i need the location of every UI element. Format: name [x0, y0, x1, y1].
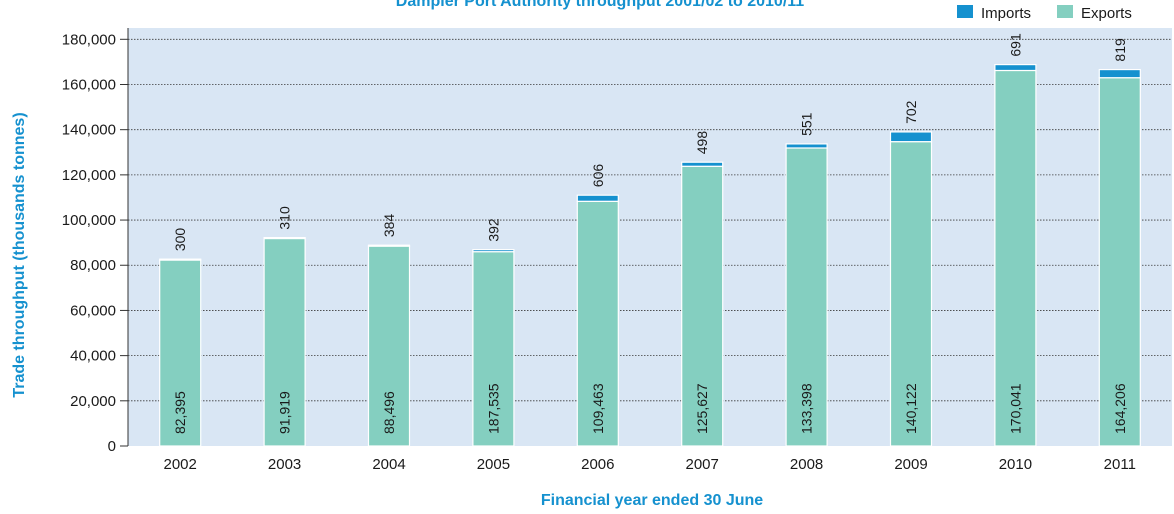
x-tick-label-2007: 2007 — [686, 456, 719, 473]
bar-imports-2011 — [1098, 68, 1141, 79]
bar-exports-2010 — [994, 69, 1037, 447]
data-label-imports-2006: 606 — [590, 164, 606, 188]
data-label-imports-2009: 702 — [903, 100, 919, 124]
legend-swatch-imports — [957, 5, 973, 18]
data-label-imports-2004: 384 — [381, 214, 397, 238]
bar-imports-2004 — [367, 244, 411, 247]
legend-label-imports: Imports — [981, 5, 1031, 22]
data-label-exports-2009: 140,122 — [903, 383, 919, 434]
data-label-exports-2008: 133,398 — [799, 383, 815, 434]
bar-imports-2006 — [576, 194, 619, 202]
bar-imports-2007 — [681, 161, 724, 167]
data-label-exports-2002: 82,395 — [172, 391, 188, 434]
data-label-exports-2007: 125,627 — [694, 383, 710, 434]
x-tick-label-2008: 2008 — [790, 456, 823, 473]
bar-exports-2005 — [472, 251, 515, 447]
data-label-imports-2002: 300 — [172, 228, 188, 252]
data-label-exports-2011: 164,206 — [1112, 383, 1128, 434]
data-label-exports-2003: 91,919 — [277, 391, 293, 434]
x-axis-title: Financial year ended 30 June — [541, 492, 763, 509]
data-label-imports-2007: 498 — [694, 131, 710, 155]
data-label-imports-2011: 819 — [1112, 38, 1128, 62]
x-tick-label-2010: 2010 — [999, 456, 1032, 473]
y-tick-label: 80,000 — [70, 257, 116, 274]
data-label-exports-2005: 187,535 — [485, 383, 501, 434]
y-tick-label: 60,000 — [70, 302, 116, 319]
bar-imports-2005 — [472, 249, 515, 253]
y-axis: 0 20,000 40,000 60,000 80,000 100,000 120,000 1… — [62, 28, 129, 455]
data-label-imports-2005: 392 — [485, 218, 501, 242]
bar-imports-2008 — [785, 143, 828, 149]
legend-swatch-exports — [1057, 5, 1073, 18]
bar-exports-2002 — [159, 259, 202, 447]
bar-imports-2010 — [994, 64, 1037, 72]
legend-label-exports: Exports — [1081, 5, 1132, 22]
data-label-exports-2004: 88,496 — [381, 391, 397, 434]
bar-exports-2009 — [889, 141, 933, 447]
y-tick-label: 0 — [108, 438, 116, 455]
x-tick-label-2003: 2003 — [268, 456, 301, 473]
bar-imports-2009 — [889, 131, 933, 143]
bar-imports-2002 — [159, 258, 202, 261]
x-tick-label-2005: 2005 — [477, 456, 510, 473]
x-tick-label-2004: 2004 — [372, 456, 405, 473]
chart-title: Dampier Port Authority throughput 2001/0… — [396, 0, 804, 10]
bar-exports-2008 — [785, 147, 828, 447]
x-axis: 2002 2003 2004 2005 2006 2007 2008 2009 2010 2011 — [164, 456, 1136, 473]
y-tick-label: 40,000 — [70, 348, 116, 365]
y-tick-label: 160,000 — [62, 76, 116, 93]
bars: 82,395 300 91,919 310 88,496 384 187,535 392 109… — [159, 33, 1141, 447]
y-tick-label: 140,000 — [62, 122, 116, 139]
x-tick-label-2006: 2006 — [581, 456, 614, 473]
bar-exports-2004 — [367, 245, 411, 447]
data-label-imports-2003: 310 — [277, 206, 293, 230]
x-tick-label-2009: 2009 — [894, 456, 927, 473]
y-tick-label: 120,000 — [62, 167, 116, 184]
bar-imports-2003 — [263, 237, 306, 240]
bar-exports-2007 — [681, 165, 724, 447]
data-label-imports-2010: 691 — [1007, 33, 1023, 57]
x-tick-label-2002: 2002 — [164, 456, 197, 473]
data-label-imports-2008: 551 — [799, 112, 815, 136]
legend: Imports Exports — [957, 5, 1132, 22]
y-tick-label: 20,000 — [70, 393, 116, 410]
y-axis-title: Trade throughput (thousands tonnes) — [11, 112, 28, 397]
data-label-exports-2006: 109,463 — [590, 383, 606, 434]
bar-exports-2003 — [263, 237, 306, 447]
data-label-exports-2010: 170,041 — [1007, 383, 1023, 434]
y-tick-label: 180,000 — [62, 31, 116, 48]
y-tick-label: 100,000 — [62, 212, 116, 229]
x-tick-label-2011: 2011 — [1104, 456, 1136, 473]
